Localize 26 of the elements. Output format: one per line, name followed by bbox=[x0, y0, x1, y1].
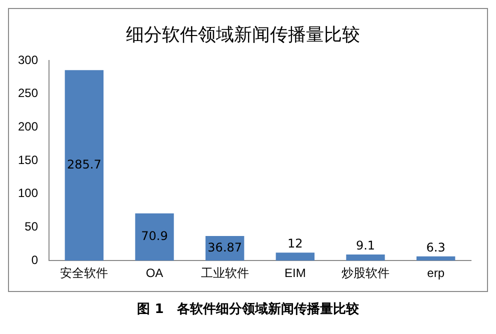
y-tick-label: 150 bbox=[18, 152, 38, 167]
caption: 图 1 各软件细分领域新闻传播量比较 bbox=[136, 300, 360, 318]
data-label: 70.9 bbox=[141, 229, 168, 244]
bar bbox=[346, 254, 385, 261]
x-tick-label: erp bbox=[427, 266, 445, 280]
y-tick-label: 50 bbox=[24, 220, 38, 234]
x-tick-label: OA bbox=[146, 266, 164, 280]
bar bbox=[64, 70, 104, 261]
data-label: 36.87 bbox=[208, 240, 242, 254]
y-tick-label: 200 bbox=[18, 120, 38, 134]
y-tick-label: 250 bbox=[18, 86, 38, 100]
x-tick-label: 工业软件 bbox=[200, 266, 249, 280]
y-tick-label: 300 bbox=[18, 52, 38, 67]
data-label: 12 bbox=[288, 236, 303, 251]
bar bbox=[276, 252, 315, 261]
bar bbox=[416, 256, 456, 261]
data-label: 6.3 bbox=[426, 240, 446, 255]
x-tick-label: 安全软件 bbox=[60, 266, 108, 280]
chart-title: 细分软件领域新闻传播量比较 bbox=[126, 24, 360, 46]
bar bbox=[135, 213, 174, 261]
data-label: 285.7 bbox=[67, 157, 102, 172]
data-label: 9.1 bbox=[356, 238, 376, 253]
y-tick-label: 0 bbox=[31, 252, 38, 267]
x-tick-label: 炒股软件 bbox=[342, 266, 390, 280]
x-tick-label: EIM bbox=[284, 266, 306, 280]
y-tick-label: 100 bbox=[18, 186, 38, 200]
